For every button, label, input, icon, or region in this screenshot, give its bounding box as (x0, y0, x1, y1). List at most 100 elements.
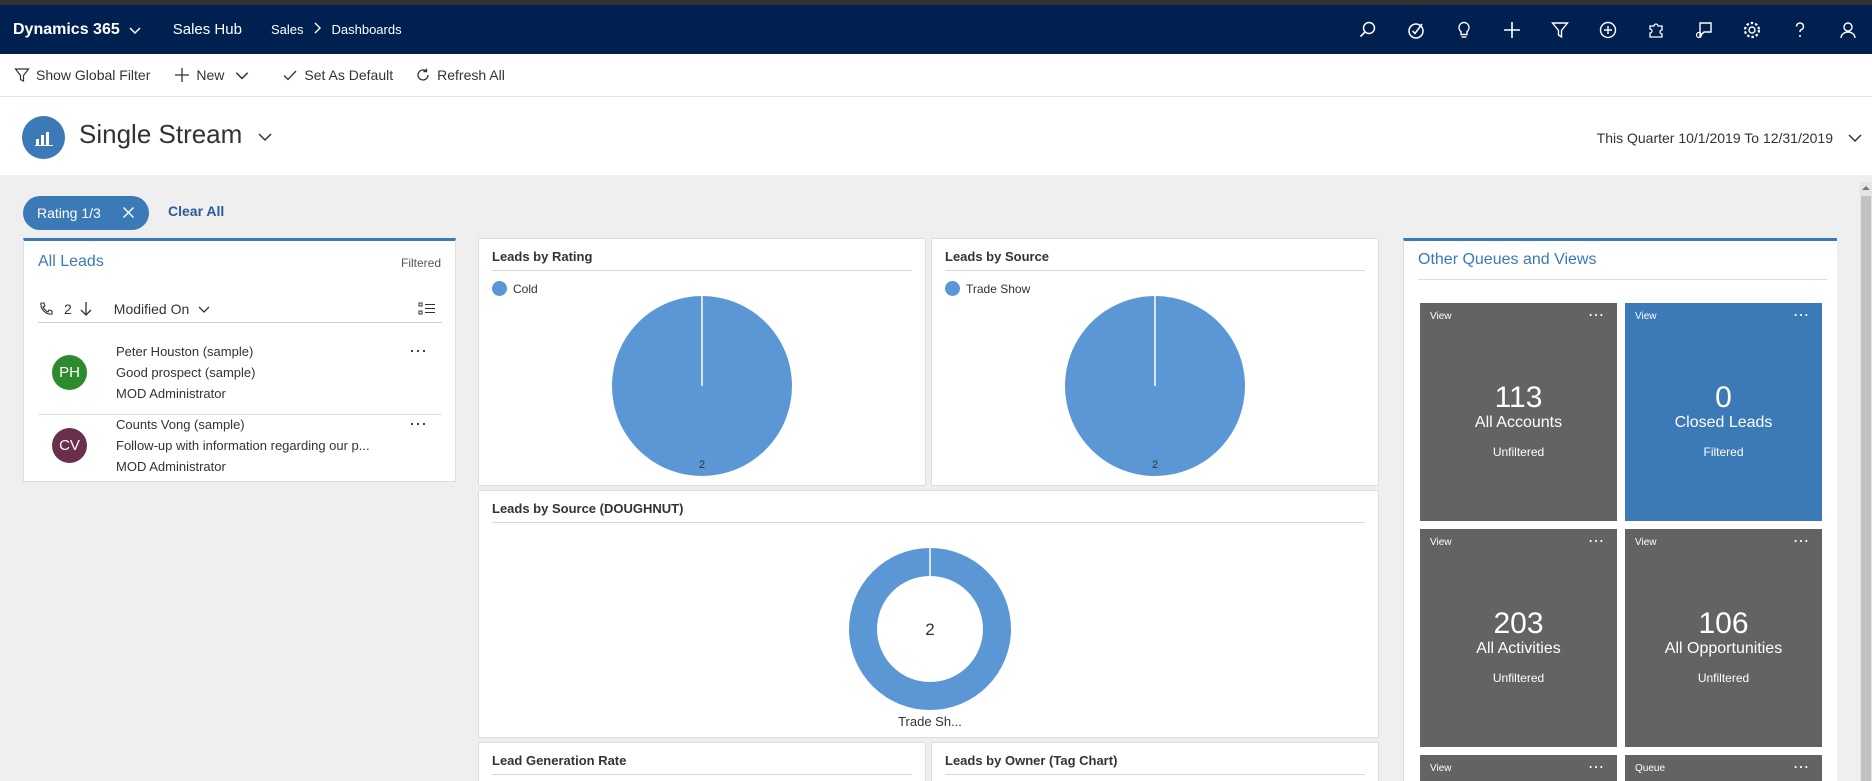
tile-name: All Opportunities (1664, 640, 1783, 657)
tile-filter-status: Unfiltered (1492, 445, 1545, 459)
more-options-icon[interactable]: ⋯ (1588, 759, 1605, 776)
leads-record-count: 2 (64, 300, 72, 317)
more-options-icon[interactable]: ⋯ (409, 341, 428, 361)
chevron-down-icon[interactable] (128, 23, 142, 37)
show-global-filter-button[interactable]: Show Global Filter (14, 67, 150, 83)
chart-title: Leads by Source (DOUGHNUT) (492, 501, 684, 516)
lead-list-item[interactable]: CV Counts Vong (sample) Follow-up with i… (38, 414, 442, 490)
chart-title: Leads by Source (945, 249, 1050, 264)
breadcrumb: Sales Dashboards (271, 22, 402, 37)
new-button[interactable]: New (174, 67, 256, 83)
filter-icon (14, 68, 30, 82)
close-icon[interactable] (122, 206, 135, 219)
refresh-all-label: Refresh All (437, 67, 505, 83)
lightbulb-icon[interactable] (1440, 5, 1488, 54)
chevron-right-icon (312, 22, 322, 37)
view-tile[interactable]: View ⋯ 106 All Opportunities Unfiltered (1625, 529, 1822, 747)
lead-topic: Follow-up with information regarding our… (116, 438, 370, 453)
list-view-icon[interactable] (418, 301, 436, 317)
dashboard-title[interactable]: Single Stream (79, 119, 243, 149)
filter-pill-label: Rating 1/3 (37, 205, 101, 221)
search-icon[interactable] (1344, 5, 1392, 54)
other-queues-title: Other Queues and Views (1418, 251, 1597, 268)
tile-filter-status: Unfiltered (1697, 671, 1750, 685)
chevron-down-icon[interactable] (197, 302, 211, 316)
filter-icon[interactable] (1536, 5, 1584, 54)
chat-icon[interactable] (1680, 5, 1728, 54)
circle-plus-icon[interactable] (1584, 5, 1632, 54)
lead-name[interactable]: Peter Houston (sample) (116, 344, 254, 359)
tile-kind: View (1430, 763, 1452, 774)
tile-kind: View (1635, 311, 1657, 322)
scroll-up-arrow-icon[interactable] (1861, 183, 1871, 193)
all-leads-title[interactable]: All Leads (38, 253, 104, 270)
person-icon[interactable] (1824, 5, 1872, 54)
view-tile[interactable]: View ⋯ 203 All Activities Unfiltered (1420, 529, 1617, 747)
puzzle-icon[interactable] (1632, 5, 1680, 54)
refresh-all-button[interactable]: Refresh All (415, 67, 505, 83)
pie-chart: 2 (1065, 296, 1245, 476)
scrollbar-thumb[interactable] (1861, 196, 1871, 781)
more-options-icon[interactable]: ⋯ (1588, 307, 1605, 324)
tile-kind: View (1430, 537, 1452, 548)
task-icon[interactable] (1392, 5, 1440, 54)
rating-filter-pill[interactable]: Rating 1/3 (23, 196, 149, 230)
tile-name: All Accounts (1474, 414, 1563, 431)
legend-label: Cold (513, 281, 538, 296)
phone-icon[interactable] (38, 301, 54, 317)
tile-name: All Activities (1476, 640, 1561, 657)
queue-tile[interactable]: Queue ⋯ (1625, 755, 1822, 781)
lead-list-item[interactable]: PH Peter Houston (sample) Good prospect … (38, 341, 442, 415)
avatar: CV (52, 428, 87, 463)
chart-legend[interactable]: Cold (492, 281, 538, 296)
gear-icon[interactable] (1728, 5, 1776, 54)
chart-divider (492, 270, 912, 271)
doughnut-chart: 2 Trade Sh... (849, 548, 1011, 729)
lead-owner: MOD Administrator (116, 459, 226, 474)
more-options-icon[interactable]: ⋯ (1588, 533, 1605, 550)
checkmark-icon (283, 70, 297, 81)
more-options-icon[interactable]: ⋯ (1793, 533, 1810, 550)
lead-topic: Good prospect (sample) (116, 365, 256, 380)
set-as-default-button[interactable]: Set As Default (282, 67, 393, 83)
chevron-down-icon[interactable] (256, 128, 274, 146)
lead-details: Peter Houston (sample) Good prospect (sa… (116, 341, 255, 404)
tile-count: 113 (1494, 381, 1543, 414)
chevron-down-icon[interactable] (1846, 129, 1864, 147)
pie-chart: 2 (612, 296, 792, 476)
more-options-icon[interactable]: ⋯ (1793, 759, 1810, 776)
clear-all-link[interactable]: Clear All (168, 203, 225, 219)
doughnut-hole (877, 576, 983, 682)
view-tile[interactable]: View ⋯ 0 Closed Leads Filtered (1625, 303, 1822, 521)
more-options-icon[interactable]: ⋯ (409, 414, 428, 434)
more-options-icon[interactable]: ⋯ (1793, 307, 1810, 324)
chart-divider (945, 270, 1365, 271)
sort-down-icon[interactable] (78, 301, 94, 317)
leads-by-rating-chart: Leads by Rating Cold 2 (478, 238, 926, 486)
date-range-selector[interactable]: This Quarter 10/1/2019 To 12/31/2019 (1596, 130, 1833, 146)
lead-name[interactable]: Counts Vong (sample) (116, 417, 245, 432)
leads-toolbar: 2 Modified On (38, 295, 442, 323)
lead-details: Counts Vong (sample) Follow-up with info… (116, 414, 370, 477)
brand-name[interactable]: Dynamics 365 (13, 20, 120, 38)
dashboard-icon (22, 116, 65, 159)
tile-kind: View (1430, 311, 1452, 322)
plus-icon[interactable] (1488, 5, 1536, 54)
lead-owner: MOD Administrator (116, 386, 226, 401)
chart-legend[interactable]: Trade Show (945, 281, 1030, 296)
breadcrumb-dashboards[interactable]: Dashboards (331, 22, 402, 37)
help-icon[interactable] (1776, 5, 1824, 54)
tile-name: Closed Leads (1674, 414, 1773, 431)
view-tile[interactable]: View ⋯ (1420, 755, 1617, 781)
window-top-strip (0, 0, 1872, 5)
tile-kind: View (1635, 537, 1657, 548)
app-name[interactable]: Sales Hub (172, 21, 242, 38)
chevron-down-icon[interactable] (234, 67, 250, 83)
view-tile[interactable]: View ⋯ 113 All Accounts Unfiltered (1420, 303, 1617, 521)
breadcrumb-sales[interactable]: Sales (270, 22, 304, 37)
chart-divider (492, 774, 912, 775)
plus-icon (175, 68, 190, 82)
sort-field-label[interactable]: Modified On (113, 300, 190, 317)
legend-swatch (945, 281, 960, 296)
lead-generation-rate-chart: Lead Generation Rate (478, 742, 926, 781)
